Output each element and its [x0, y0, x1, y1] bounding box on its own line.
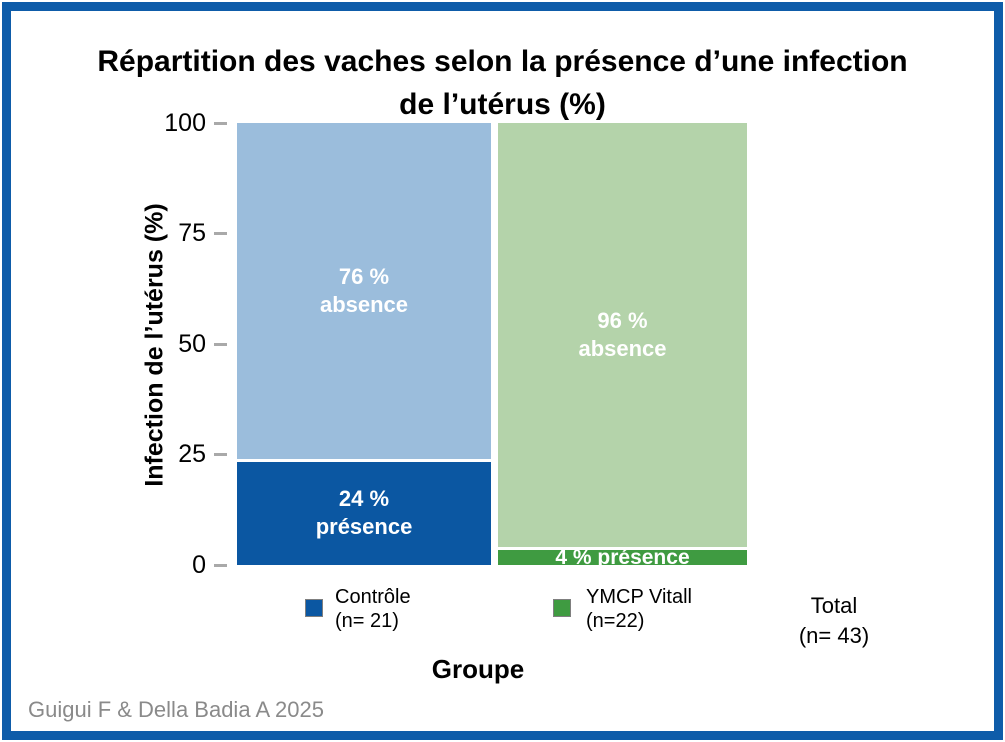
y-axis-tick-label: 100 [164, 108, 206, 137]
legend-total: Total (n= 43) [764, 591, 904, 651]
legend-total-line: Total [810, 593, 858, 618]
legend-label-line: YMCP Vitall [586, 586, 692, 608]
bar-ymcp-presence-segment: 4 % présence [498, 546, 747, 570]
legend-swatch-ymcp-vitall [553, 599, 571, 617]
y-axis-tick-label: 0 [192, 550, 206, 579]
legend-label-line: Contrôle [335, 586, 411, 608]
y-axis-tick-label: 50 [178, 329, 206, 358]
segment-label-presence-ymcp: 4 % présence [555, 546, 690, 570]
bar-controle-absence-segment: 76 % absence [237, 123, 491, 459]
segment-label-line: 24 % [338, 486, 390, 512]
bar-controle-presence-segment: 24 % présence [237, 458, 491, 565]
y-axis-tick-75: 75 [144, 219, 227, 249]
legend-label-ymcp-vitall: YMCP Vitall (n=22) [586, 585, 692, 633]
y-axis-tick-label: 75 [178, 219, 206, 247]
legend-total-line: (n= 43) [798, 623, 870, 648]
bar-controle: 76 % absence 24 % présence [237, 123, 491, 565]
segment-label-absence-controle: 76 % absence [320, 263, 408, 319]
bar-ymcp-absence-segment: 96 % absence [498, 123, 747, 548]
chart-title: Répartition des vaches selon la présence… [0, 40, 1005, 126]
y-axis-tick-25: 25 [144, 440, 227, 470]
y-axis-tick-100: 100 [144, 108, 227, 138]
legend-swatch-controle [305, 599, 323, 617]
chart-title-line-2: de l’utérus (%) [399, 88, 606, 121]
y-axis-tick-mark [214, 342, 227, 346]
x-axis-title: Groupe [431, 654, 525, 684]
y-axis-tick-mark [214, 453, 227, 456]
attribution-text: Guigui F & Della Badia A 2025 [28, 697, 324, 722]
y-axis-tick-50: 50 [144, 329, 227, 359]
y-axis-tick-label: 25 [178, 440, 206, 468]
legend-label-line: (n=22) [586, 610, 645, 632]
legend-label-controle: Contrôle (n= 21) [335, 585, 411, 633]
segment-label-line: présence [315, 514, 413, 540]
y-axis-tick-mark [214, 121, 227, 125]
segment-label-line: absence [319, 291, 409, 317]
y-axis-tick-0: 0 [144, 550, 227, 580]
legend-label-line: (n= 21) [335, 610, 399, 632]
chart-title-line-1: Répartition des vaches selon la présence… [97, 45, 908, 78]
bar-ymcp-vitall: 96 % absence 4 % présence [498, 123, 747, 570]
y-axis-tick-mark [214, 232, 227, 235]
segment-label-absence-ymcp: 96 % absence [578, 307, 666, 363]
y-axis-tick-mark [214, 563, 227, 567]
segment-label-presence-controle: 24 % présence [316, 485, 413, 541]
segment-label-line: 96 % [597, 308, 648, 334]
plot-area: 0 25 50 75 100 76 % absence 24 % présenc… [164, 109, 747, 579]
segment-label-line: 76 % [338, 263, 390, 289]
segment-label-line: absence [578, 336, 667, 362]
